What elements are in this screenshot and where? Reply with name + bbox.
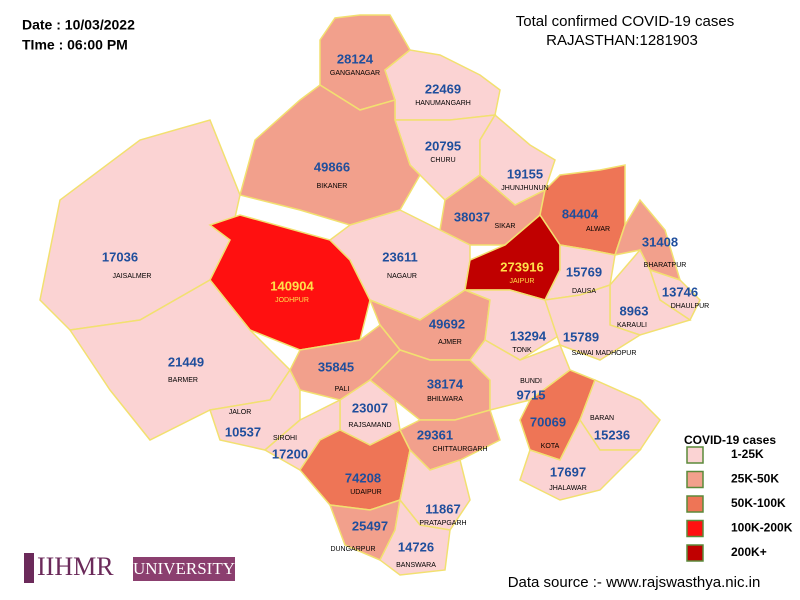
district-cases: 9715 <box>517 387 546 402</box>
district-cases: 21449 <box>168 354 204 369</box>
district <box>379 498 451 576</box>
district-cases: 15769 <box>566 264 602 279</box>
district-cases: 15789 <box>563 329 599 344</box>
district-cases: 23611 <box>382 249 417 264</box>
district-cases: 22469 <box>425 81 461 96</box>
district-name: HANUMANGARH <box>415 100 471 107</box>
district-name: CHURU <box>430 157 455 164</box>
district-cases: 14726 <box>398 539 434 554</box>
legend-label: 200K+ <box>731 545 767 559</box>
district-name: BIKANER <box>317 183 348 190</box>
district-cases: 38037 <box>454 209 490 224</box>
district-name: BARMER <box>168 377 198 384</box>
title: Total confirmed COVID-19 cases <box>516 13 734 30</box>
district-name: DHAULPUR <box>671 303 710 310</box>
legend-label: 100K-200K <box>731 521 793 535</box>
district-name: BUNDI <box>520 378 542 385</box>
labels: 28124 GANGANAGAR 22469 HANUMANGARH 20795 CHUR… <box>102 51 709 568</box>
district-cases: 11867 <box>425 501 460 516</box>
district-name: GANGANAGAR <box>330 70 380 77</box>
legend-label: 25K-50K <box>731 472 779 486</box>
district <box>239 84 421 226</box>
district-cases: 8963 <box>620 303 649 318</box>
district-cases: 17200 <box>272 446 308 461</box>
district-name: BANSWARA <box>396 562 436 569</box>
legend-swatch <box>686 495 704 513</box>
district-cases: 38174 <box>427 376 464 391</box>
district-cases: 273916 <box>500 259 543 274</box>
district-name: KOTA <box>541 443 560 450</box>
district-cases: 23007 <box>352 400 388 415</box>
district-cases: 140904 <box>270 278 314 293</box>
district <box>519 418 642 501</box>
district-name: NAGAUR <box>387 273 417 280</box>
districts <box>39 14 701 576</box>
legend-swatch <box>686 519 704 538</box>
legend-swatch <box>686 544 704 562</box>
district-name: JAIPUR <box>510 278 535 285</box>
district-cases: 29361 <box>417 427 453 442</box>
date: Date : 10/03/2022 <box>22 17 135 33</box>
district-name: KARAULI <box>617 322 647 329</box>
legend-title: COVID-19 cases <box>684 433 776 447</box>
district-name: RAJSAMAND <box>348 422 391 429</box>
district-cases: 13746 <box>662 284 698 299</box>
district-name: BHARATPUR <box>644 262 687 269</box>
district-name: SIROHI <box>273 435 297 442</box>
district-cases: 49866 <box>314 159 350 174</box>
district-name: JODHPUR <box>275 297 309 304</box>
district-cases: 70069 <box>530 414 566 429</box>
district-cases: 49692 <box>429 316 465 331</box>
district-name: TONK <box>512 347 532 354</box>
district-name: DAUSA <box>572 288 596 295</box>
district-name: BHILWARA <box>427 396 463 403</box>
district-cases: 13294 <box>510 328 547 343</box>
logo-main: IIHMR <box>37 552 114 581</box>
legend-swatch <box>686 470 704 489</box>
district-name: JAISALMER <box>113 273 152 280</box>
district-cases: 20795 <box>425 138 461 153</box>
district-cases: 10537 <box>225 424 261 439</box>
district-cases: 84404 <box>562 206 599 221</box>
district-name: JALOR <box>229 409 252 416</box>
logo-icon <box>24 553 34 583</box>
district <box>209 368 301 451</box>
district-name: JHALAWAR <box>549 485 587 492</box>
district-cases: 31408 <box>642 234 678 249</box>
district-cases: 17036 <box>102 249 138 264</box>
logo-sub: UNIVERSITY <box>133 559 235 578</box>
district-name: CHITTAURGARH <box>432 446 487 453</box>
district-cases: 19155 <box>507 166 543 181</box>
district-name: DUNGARPUR <box>330 546 375 553</box>
district <box>464 289 561 361</box>
district-name: SAWAI MADHOPUR <box>572 350 637 357</box>
legend-label: 1-25K <box>731 447 764 461</box>
district-cases: 28124 <box>337 51 374 66</box>
source: Data source :- www.rajswasthya.nic.in <box>508 574 761 591</box>
district-cases: 25497 <box>352 518 388 533</box>
legend: 1-25K 25K-50K 50K-100K 100K-200K 200K+ <box>686 446 793 562</box>
legend-swatch <box>686 446 704 464</box>
district-name: UDAIPUR <box>350 489 382 496</box>
district-name: ALWAR <box>586 226 610 233</box>
subtitle: RAJASTHAN:1281903 <box>546 32 698 49</box>
district-cases: 15236 <box>594 427 630 442</box>
time: TIme : 06:00 PM <box>22 37 128 53</box>
district-name: SIKAR <box>494 223 515 230</box>
district-cases: 17697 <box>550 464 586 479</box>
district-name: PRATAPGARH <box>419 520 466 527</box>
district-cases: 74208 <box>345 470 381 485</box>
legend-label: 50K-100K <box>731 496 786 510</box>
district-cases: 35845 <box>318 359 354 374</box>
district-name: AJMER <box>438 339 462 346</box>
district <box>544 283 642 361</box>
district-name: BARAN <box>590 415 614 422</box>
district-name: PALI <box>335 386 350 393</box>
logo-band <box>133 557 235 581</box>
district-name: JHUNJHUNUN <box>501 185 548 192</box>
